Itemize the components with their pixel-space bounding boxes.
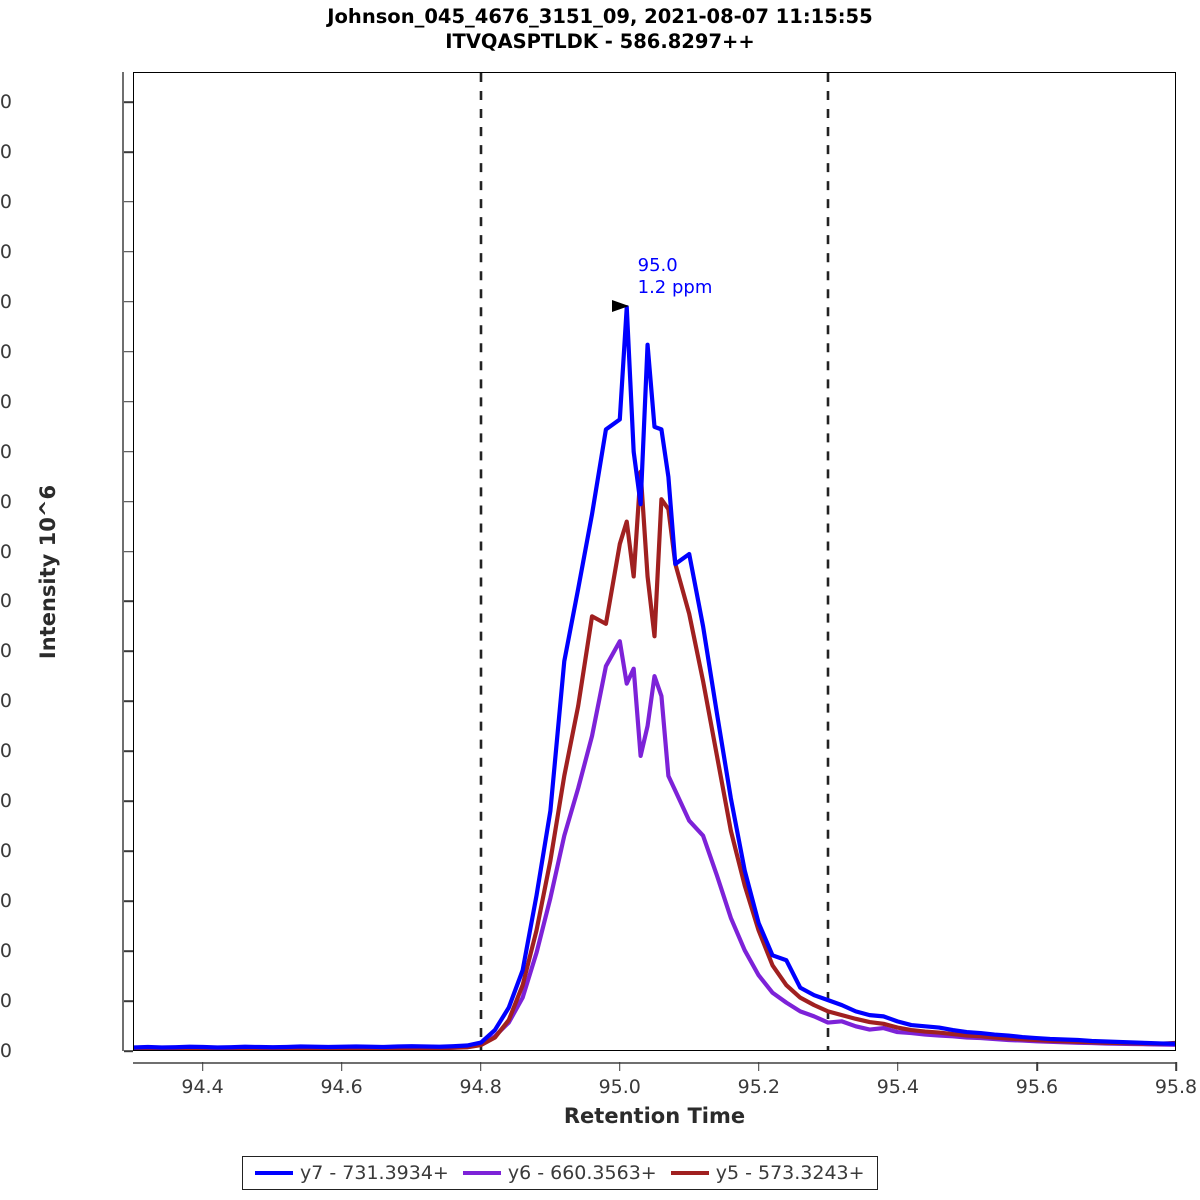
apex-pointer-triangle-icon bbox=[611, 299, 629, 312]
y-tick-label: 0.0 bbox=[0, 1040, 12, 1062]
y-tick-mark bbox=[124, 800, 133, 803]
y-tick-label: 30.0 bbox=[0, 290, 12, 313]
legend-swatch-y7 bbox=[255, 1170, 293, 1176]
legend-swatch-y6 bbox=[462, 1170, 501, 1176]
y-tick-mark bbox=[124, 600, 133, 603]
y-tick-mark bbox=[124, 900, 133, 902]
chromatogram-traces bbox=[134, 73, 1175, 1050]
y-tick-label: 8.0 bbox=[0, 840, 12, 863]
legend: y7 - 731.3934+ y6 - 660.3563+ y5 - 573.3… bbox=[242, 1156, 878, 1190]
y-tick-label: 28.0 bbox=[0, 340, 12, 363]
legend-swatch-y5 bbox=[670, 1170, 709, 1176]
y-tick-mark bbox=[124, 950, 133, 952]
x-tick-label: 95.2 bbox=[737, 1076, 780, 1098]
trace-y5[interactable] bbox=[134, 472, 1175, 1049]
y-tick-mark bbox=[124, 101, 133, 103]
y-tick-label: 36.0 bbox=[0, 140, 12, 163]
legend-label-y6: y6 - 660.3563+ bbox=[507, 1162, 657, 1184]
y-tick-mark bbox=[124, 650, 133, 653]
y-tick-label: 2.0 bbox=[0, 990, 12, 1013]
y-tick-mark bbox=[124, 350, 133, 353]
trace-y7[interactable] bbox=[134, 307, 1175, 1047]
x-axis-line bbox=[133, 1062, 1176, 1064]
apex-annotation: 95.0 1.2 ppm bbox=[638, 255, 713, 299]
legend-label-y7: y7 - 731.3934+ bbox=[300, 1162, 449, 1184]
apex-annotation-ppm: 1.2 ppm bbox=[637, 276, 713, 298]
x-tick-label: 94.4 bbox=[181, 1076, 224, 1098]
y-tick-mark bbox=[124, 550, 133, 553]
apex-annotation-rt: 95.0 bbox=[637, 254, 678, 276]
y-tick-label: 14.0 bbox=[0, 690, 12, 713]
y-axis-line bbox=[122, 72, 124, 1051]
y-tick-mark bbox=[124, 300, 133, 303]
legend-label-y5: y5 - 573.3243+ bbox=[715, 1162, 865, 1184]
y-tick-mark bbox=[124, 850, 133, 852]
y-tick-label: 18.0 bbox=[0, 590, 12, 613]
y-tick-mark bbox=[124, 400, 133, 403]
x-tick-label: 95.0 bbox=[598, 1076, 641, 1098]
legend-item-y6[interactable]: y6 - 660.3563+ bbox=[462, 1162, 657, 1184]
plot-area[interactable] bbox=[133, 72, 1176, 1051]
y-tick-label: 4.0 bbox=[0, 940, 12, 963]
chart-title: Johnson_045_4676_3151_09, 2021-08-07 11:… bbox=[0, 4, 1200, 54]
legend-item-y7[interactable]: y7 - 731.3934+ bbox=[255, 1162, 449, 1184]
y-tick-label: 38.0 bbox=[0, 90, 12, 113]
x-tick-label: 94.6 bbox=[320, 1076, 363, 1098]
x-tick-label: 95.4 bbox=[876, 1076, 920, 1098]
legend-item-y5[interactable]: y5 - 573.3243+ bbox=[670, 1162, 865, 1184]
x-axis-label: Retention Time bbox=[563, 1104, 746, 1128]
y-tick-mark bbox=[124, 1000, 133, 1002]
y-tick-mark bbox=[124, 1050, 133, 1052]
y-tick-label: 24.0 bbox=[0, 440, 12, 463]
y-tick-label: 12.0 bbox=[0, 740, 12, 763]
y-tick-label: 20.0 bbox=[0, 540, 12, 563]
y-tick-mark bbox=[124, 500, 133, 503]
y-tick-label: 22.0 bbox=[0, 490, 12, 513]
y-tick-mark bbox=[124, 201, 133, 203]
y-tick-mark bbox=[124, 151, 133, 153]
x-tick-label: 95.6 bbox=[1015, 1076, 1059, 1098]
y-tick-mark bbox=[124, 750, 133, 753]
y-axis-label: Intensity 10^6 bbox=[36, 484, 60, 660]
y-tick-mark bbox=[124, 450, 133, 453]
y-tick-label: 10.0 bbox=[0, 790, 12, 813]
y-tick-mark bbox=[124, 251, 133, 253]
y-tick-label: 32.0 bbox=[0, 240, 12, 263]
y-tick-label: 26.0 bbox=[0, 390, 12, 413]
x-tick-label: 94.8 bbox=[459, 1076, 502, 1098]
y-tick-label: 16.0 bbox=[0, 640, 12, 663]
trace-y6[interactable] bbox=[134, 641, 1175, 1048]
title-line-1: Johnson_045_4676_3151_09, 2021-08-07 11:… bbox=[327, 5, 873, 28]
y-tick-label: 34.0 bbox=[0, 190, 12, 213]
title-line-2: ITVQASPTLDK - 586.8297++ bbox=[445, 30, 755, 53]
y-tick-label: 6.0 bbox=[0, 890, 12, 913]
y-tick-mark bbox=[124, 700, 133, 703]
x-tick-label: 95.8 bbox=[1154, 1076, 1198, 1098]
